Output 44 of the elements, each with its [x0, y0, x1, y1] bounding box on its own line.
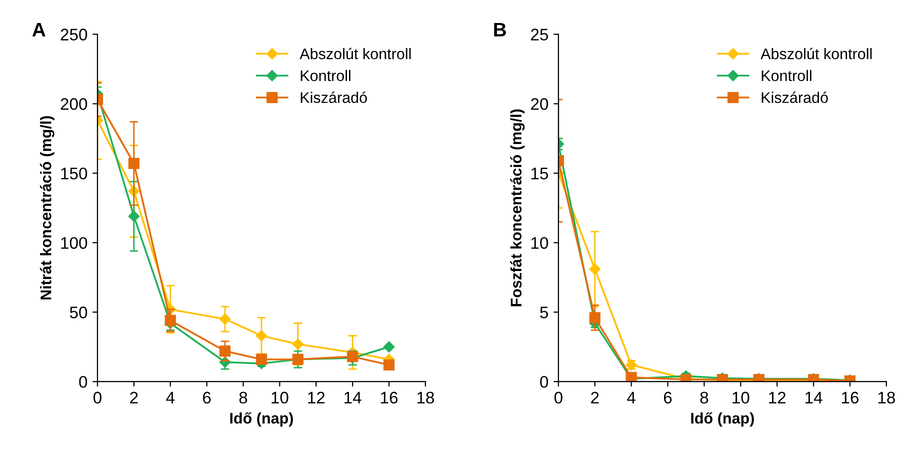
- x-tick-label: 10: [732, 392, 750, 404]
- x-tick-label: 6: [203, 392, 211, 404]
- legend-label: Abszolút kontroll: [760, 48, 872, 60]
- legend-label: Kontroll: [300, 70, 350, 82]
- chart-title: B: [494, 22, 506, 36]
- x-tick-label: 16: [842, 392, 858, 404]
- legend-label: Kiszáradó: [762, 92, 828, 104]
- chart-title: A: [32, 22, 46, 36]
- legend-label: Abszolút kontroll: [300, 48, 411, 60]
- x-tick-label: 0: [554, 392, 562, 404]
- x-tick-label: 8: [700, 392, 708, 404]
- y-axis-title: Foszfát koncentráció (mg/l): [510, 109, 525, 306]
- y-tick-label: 0: [540, 376, 548, 388]
- y-tick-label: 100: [61, 237, 88, 249]
- x-tick-label: 2: [130, 392, 138, 404]
- y-tick-label: 200: [60, 98, 88, 110]
- x-tick-label: 14: [806, 392, 822, 404]
- y-tick-label: 0: [79, 376, 88, 388]
- x-tick-label: 12: [769, 392, 786, 404]
- legend-label: Kiszáradó: [300, 92, 367, 104]
- y-tick-label: 10: [531, 237, 548, 249]
- x-tick-label: 14: [344, 392, 362, 404]
- y-tick-label: 25: [531, 28, 548, 40]
- legend-label: Kontroll: [762, 70, 812, 82]
- x-tick-label: 16: [381, 392, 398, 404]
- x-axis-title: Idő (nap): [230, 412, 293, 427]
- y-tick-label: 150: [61, 168, 88, 180]
- y-tick-label: 5: [540, 306, 548, 318]
- x-tick-label: 4: [627, 392, 636, 404]
- x-tick-label: 4: [166, 392, 175, 404]
- x-tick-label: 6: [664, 392, 672, 404]
- x-tick-label: 18: [417, 392, 434, 404]
- x-tick-label: 8: [239, 392, 248, 404]
- x-tick-label: 18: [878, 392, 895, 404]
- x-axis-title: Idő (nap): [691, 412, 754, 427]
- y-tick-label: 15: [531, 168, 548, 180]
- y-tick-label: 20: [531, 98, 548, 110]
- y-tick-label: 50: [70, 306, 88, 318]
- x-tick-label: 0: [93, 392, 102, 404]
- y-tick-label: 250: [60, 28, 88, 40]
- x-tick-label: 12: [308, 392, 325, 404]
- x-tick-label: 2: [591, 392, 599, 404]
- y-axis-title: Nitrát koncentráció (mg/l): [40, 116, 54, 300]
- x-tick-label: 10: [272, 392, 288, 404]
